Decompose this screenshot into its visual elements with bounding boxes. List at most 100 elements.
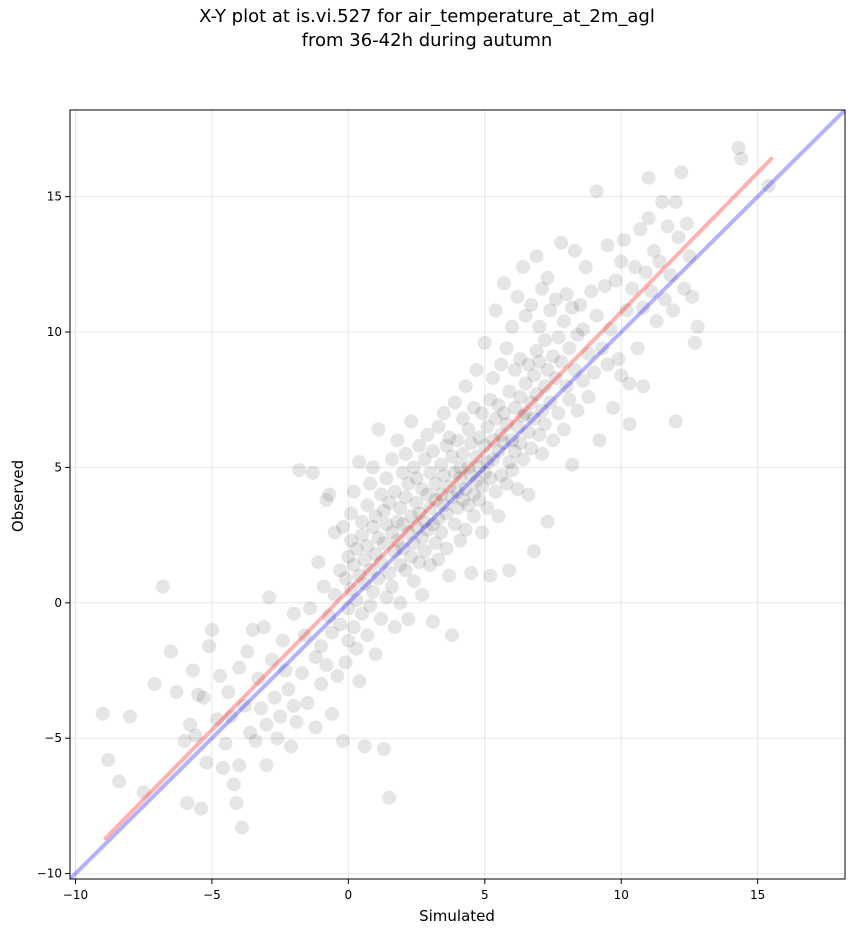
scatter-point [447,465,462,480]
scatter-point [286,698,301,713]
scatter-point [180,796,195,811]
scatter-point [221,685,236,700]
scatter-point [507,362,522,377]
scatter-point [251,671,266,686]
scatter-point [499,417,514,432]
scatter-point [548,292,563,307]
scatter-point [382,495,397,510]
scatter-point [562,392,577,407]
scatter-point [491,444,506,459]
scatter-point [622,417,637,432]
scatter-point [652,254,667,269]
scatter-point [226,777,241,792]
scatter-point [273,709,288,724]
scatter-point [385,452,400,467]
scatter-point [123,709,138,724]
scatter-point [305,465,320,480]
scatter-point [529,249,544,264]
scatter-point [169,685,184,700]
scatter-point [341,549,356,564]
scatter-point [464,468,479,483]
scatter-point [240,644,255,659]
scatter-point [406,574,421,589]
scatter-point [354,528,369,543]
scatter-point [464,436,479,451]
scatter-point [480,501,495,516]
scatter-point [458,482,473,497]
scatter-point [483,471,498,486]
scatter-point [488,303,503,318]
scatter-point [259,758,274,773]
scatter-point [368,509,383,524]
scatter-point [535,403,550,418]
scatter-point [644,284,659,299]
scatter-point [349,593,364,608]
scatter-point [458,379,473,394]
scatter-point [543,395,558,410]
scatter-point [494,427,509,442]
scatter-point [188,728,203,743]
scatter-point [546,349,561,364]
scatter-point [447,517,462,532]
scatter-point [611,352,626,367]
scatter-point [469,362,484,377]
scatter-point [731,140,746,155]
scatter-point [330,668,345,683]
scatter-point [420,487,435,502]
scatter-point [185,663,200,678]
scatter-point [453,460,468,475]
scatter-point [248,733,263,748]
scatter-point [431,511,446,526]
scatter-point [529,387,544,402]
scatter-point [472,430,487,445]
scatter-point [349,541,364,556]
scatter-point [398,446,413,461]
scatter-point [303,601,318,616]
scatter-point [376,503,391,518]
scatter-point [341,601,356,616]
scatter-point [393,557,408,572]
scatter-point [442,430,457,445]
scatter-point [352,455,367,470]
identity-line [70,110,845,879]
scatter-point [382,790,397,805]
scatter-point [507,400,522,415]
scatter-point [357,552,372,567]
scatter-point [163,644,178,659]
scatter-point [505,319,520,334]
scatter-point [461,498,476,513]
scatter-point [434,487,449,502]
scatter-point [668,414,683,429]
scatter-point [335,519,350,534]
scatter-point [442,479,457,494]
y-tick-label: −5 [44,731,62,745]
scatter-point [423,501,438,516]
scatter-point [576,373,591,388]
scatter-point [376,742,391,757]
scatter-point [491,398,506,413]
scatter-point [603,322,618,337]
scatter-point [409,495,424,510]
scatter-point [570,403,585,418]
scatter-point [360,628,375,643]
scatter-point [521,357,536,372]
scatter-point [685,289,700,304]
scatter-point [455,492,470,507]
scatter-point [496,276,511,291]
scatter-point [333,617,348,632]
scatter-point [761,178,776,193]
scatter-point [229,796,244,811]
scatter-point [513,390,528,405]
scatter-point [646,243,661,258]
scatter-point [376,536,391,551]
scatter-point [434,525,449,540]
scatter-point [535,446,550,461]
scatter-point [224,709,238,724]
scatter-point [428,492,443,507]
scatter-point [393,501,408,516]
scatter-point [245,622,260,637]
scatter-point [335,733,350,748]
scatter-point [494,468,509,483]
scatter-point [630,341,645,356]
scatter-point [155,579,170,594]
